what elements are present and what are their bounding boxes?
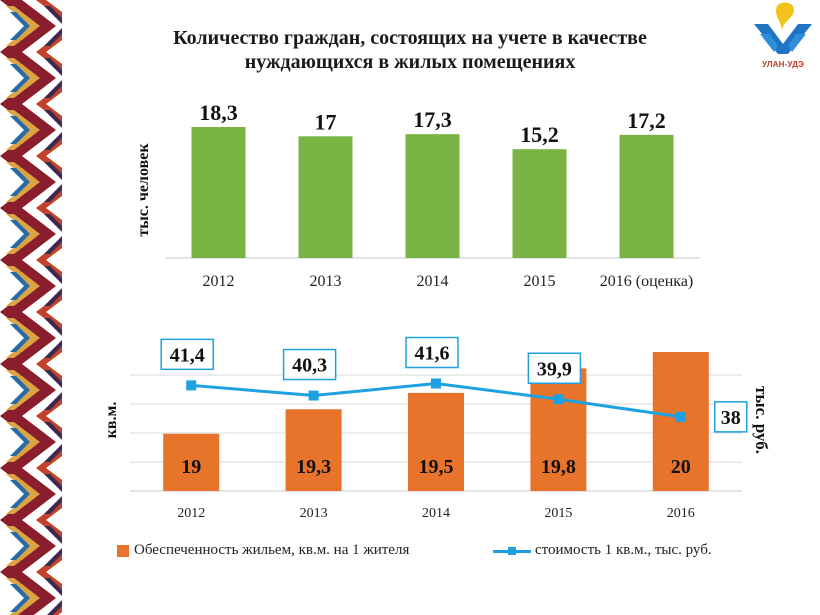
page-title: Количество граждан, состоящих на учете в… (150, 26, 670, 74)
line-marker (553, 394, 564, 405)
x-tick-label: 2013 (300, 506, 328, 521)
legend-label-line: стоимость 1 кв.м., тыс. руб. (535, 542, 712, 558)
bar-value-label: 19 (181, 456, 201, 478)
y-axis-label: тыс. человек (135, 143, 152, 237)
city-logo: УЛАН-УДЭ (746, 2, 820, 74)
decorative-ornament-border (0, 0, 62, 615)
y-axis-label-left: кв.м. (103, 402, 120, 439)
bar-value-label: 19,5 (419, 456, 454, 478)
bar-2012 (163, 433, 220, 491)
line-value-label: 40,3 (292, 355, 327, 377)
legend-item-line: стоимость 1 кв.м., тыс. руб. (493, 542, 712, 559)
legend-swatch-orange (117, 544, 129, 557)
title-line-1: Количество граждан, состоящих на учете в… (173, 27, 647, 49)
x-tick-label: 2012 (177, 506, 205, 521)
bar-value-label: 17 (315, 109, 337, 134)
title-line-2: нуждающихся в жилых помещениях (244, 51, 576, 73)
line-value-box (282, 348, 337, 381)
bar-value-label: 15,2 (520, 122, 559, 147)
line-marker (308, 390, 319, 401)
line-value-box (405, 336, 459, 369)
bar-2015 (530, 368, 587, 491)
x-tick-label: 2013 (310, 273, 342, 290)
bar-value-label: 19,8 (541, 456, 576, 478)
line-value-box (714, 401, 748, 433)
line-marker (186, 380, 197, 391)
bar-value-label: 20 (671, 456, 691, 478)
y-axis-label-right: тыс. руб. (752, 386, 771, 454)
x-tick-label: 2016 (оценка) (600, 273, 694, 290)
bar-2012 (191, 127, 246, 258)
line-value-label: 41,6 (415, 343, 450, 365)
line-value-box (160, 338, 214, 371)
bar-value-label: 17,2 (627, 108, 666, 133)
legend-item-bars: Обеспеченность жильем, кв.м. на 1 жителя (117, 542, 409, 559)
bar-2013 (298, 136, 353, 258)
x-tick-label: 2012 (203, 273, 235, 290)
logo-emblem-icon (754, 2, 812, 54)
x-tick-label: 2014 (417, 273, 449, 290)
x-tick-label: 2016 (667, 506, 695, 521)
line-value-box (527, 352, 582, 385)
x-tick-label: 2015 (524, 273, 556, 290)
x-tick-label: 2015 (544, 506, 572, 521)
bar-value-label: 18,3 (199, 100, 238, 125)
bar-value-label: 17,3 (413, 107, 452, 132)
legend-swatch-blue-line (493, 545, 531, 557)
logo-text: УЛАН-УДЭ (761, 60, 805, 69)
x-tick-label: 2014 (422, 506, 450, 521)
line-value-label: 39,9 (537, 358, 572, 380)
bar-2014 (405, 134, 460, 258)
bar-2014 (408, 392, 464, 491)
line-marker (431, 378, 441, 389)
chart-legend: Обеспеченность жильем, кв.м. на 1 жителя… (117, 542, 757, 562)
bar-2013 (285, 409, 342, 491)
bar-value-label: 19,3 (296, 456, 331, 478)
legend-label-bars: Обеспеченность жильем, кв.м. на 1 жителя (134, 542, 410, 558)
line-marker (675, 411, 686, 422)
line-value-label: 38 (721, 407, 741, 429)
bar-2016 (оценка) (619, 134, 674, 258)
bar-2015 (512, 149, 567, 258)
line-value-label: 41,4 (170, 344, 205, 366)
